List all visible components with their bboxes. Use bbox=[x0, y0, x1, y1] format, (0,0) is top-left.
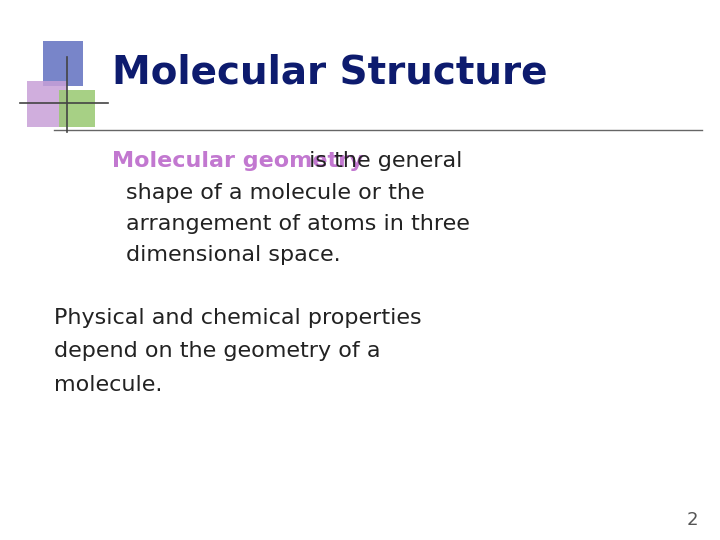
Text: depend on the geometry of a: depend on the geometry of a bbox=[54, 341, 380, 361]
Bar bbox=[43, 40, 83, 86]
Text: Physical and chemical properties: Physical and chemical properties bbox=[54, 308, 422, 328]
Bar bbox=[59, 90, 95, 127]
Text: molecule.: molecule. bbox=[54, 375, 163, 395]
Text: Molecular Structure: Molecular Structure bbox=[112, 54, 547, 92]
Text: shape of a molecule or the: shape of a molecule or the bbox=[126, 183, 425, 202]
Text: dimensional space.: dimensional space. bbox=[126, 245, 341, 265]
Text: is the general: is the general bbox=[302, 151, 463, 171]
Text: 2: 2 bbox=[687, 511, 698, 529]
Text: arrangement of atoms in three: arrangement of atoms in three bbox=[126, 214, 470, 234]
Text: Molecular geometry: Molecular geometry bbox=[112, 151, 363, 171]
Bar bbox=[27, 81, 67, 127]
